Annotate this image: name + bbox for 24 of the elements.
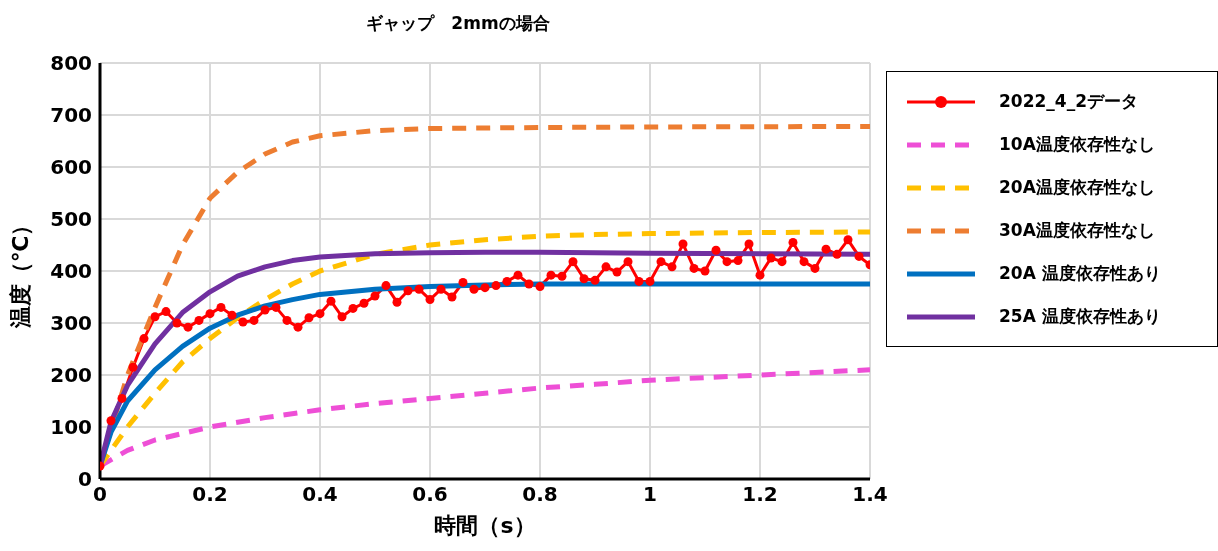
x-tick-label: 0.4: [302, 482, 338, 507]
x-axis-title: 時間（s）: [434, 513, 536, 538]
legend-label: 20A 温度依存性あり: [999, 262, 1161, 285]
x-tick-label: 0.8: [522, 482, 558, 507]
y-tick-label: 200: [50, 363, 92, 388]
chart-title: ギャップ 2mmの場合: [365, 12, 551, 35]
legend-label: 30A温度依存性なし: [999, 219, 1155, 242]
x-tick-label: 1: [643, 482, 657, 507]
legend-label: 10A温度依存性なし: [999, 133, 1155, 156]
legend-label: 2022_4_2データ: [999, 90, 1138, 113]
legend-label: 20A温度依存性なし: [999, 176, 1155, 199]
y-axis-title: 温度（℃）: [7, 213, 33, 330]
x-tick-label: 0.2: [192, 482, 228, 507]
y-tick-label: 300: [50, 311, 92, 336]
y-tick-label: 500: [50, 207, 92, 232]
y-tick-label: 800: [50, 51, 92, 76]
y-tick-label: 700: [50, 103, 92, 128]
y-tick-label: 100: [50, 415, 92, 440]
legend-label: 25A 温度依存性あり: [999, 305, 1161, 328]
x-tick-label: 1.2: [742, 482, 778, 507]
x-tick-label: 1.4: [852, 482, 888, 507]
y-tick-label: 600: [50, 155, 92, 180]
y-tick-label: 400: [50, 259, 92, 284]
x-tick-label: 0.6: [412, 482, 448, 507]
